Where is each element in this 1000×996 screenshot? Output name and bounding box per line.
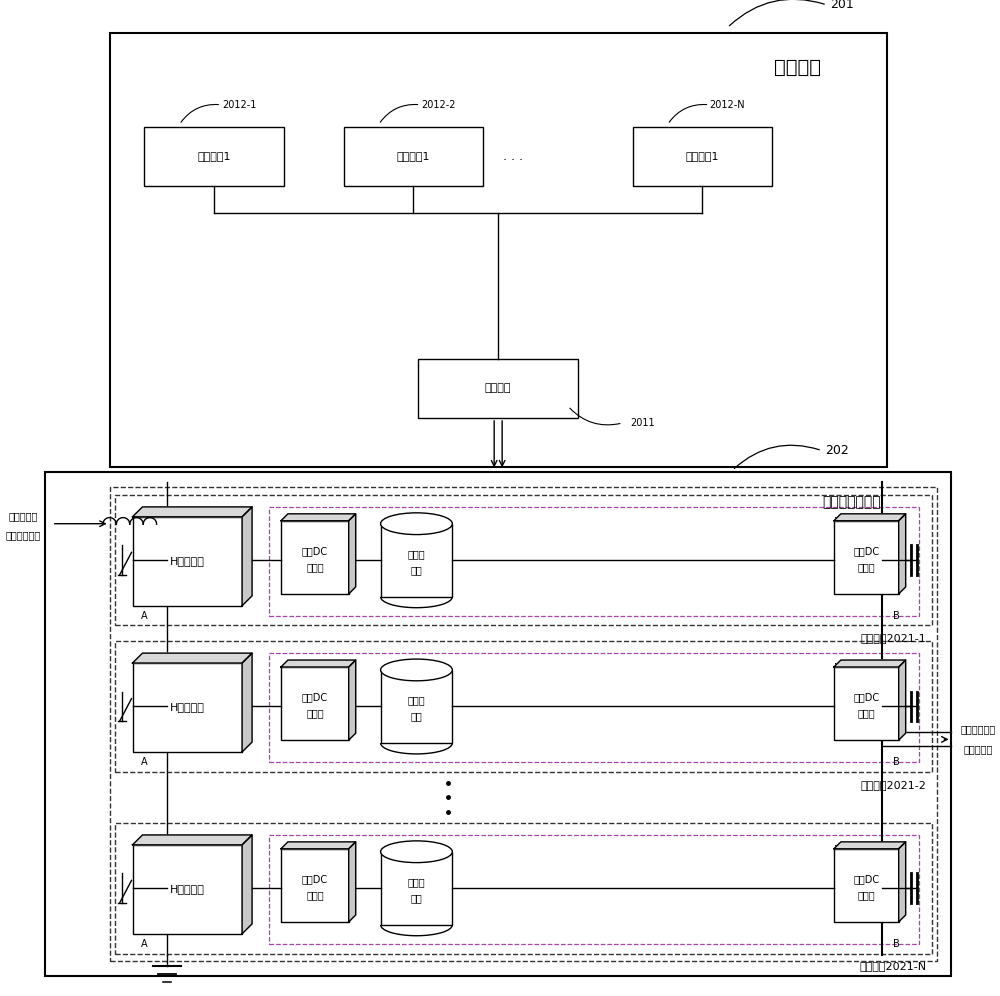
Text: 變換器: 變換器 bbox=[857, 562, 875, 572]
FancyBboxPatch shape bbox=[133, 845, 242, 934]
FancyBboxPatch shape bbox=[133, 517, 242, 606]
Text: 高頻變: 高頻變 bbox=[408, 695, 425, 705]
Text: 分控制器1: 分控制器1 bbox=[397, 151, 430, 161]
FancyBboxPatch shape bbox=[381, 852, 452, 925]
Text: 功率單元2021-2: 功率單元2021-2 bbox=[861, 780, 927, 790]
Text: 2012-N: 2012-N bbox=[710, 100, 745, 110]
Polygon shape bbox=[834, 660, 906, 667]
Polygon shape bbox=[133, 507, 252, 517]
Text: 第二DC: 第二DC bbox=[853, 692, 879, 702]
Polygon shape bbox=[133, 653, 252, 663]
Text: 高頻變: 高頻變 bbox=[408, 877, 425, 887]
FancyBboxPatch shape bbox=[110, 33, 887, 467]
Text: H橋變換器: H橋變換器 bbox=[170, 884, 205, 894]
Text: 分控制器1: 分控制器1 bbox=[686, 151, 719, 161]
Text: 第一DC: 第一DC bbox=[302, 547, 328, 557]
FancyBboxPatch shape bbox=[144, 126, 284, 186]
Text: 電力電子變壓: 電力電子變壓 bbox=[961, 724, 996, 734]
Text: DC/DC變換器: DC/DC變換器 bbox=[834, 844, 884, 854]
Ellipse shape bbox=[381, 513, 452, 535]
Polygon shape bbox=[281, 514, 356, 521]
Text: 變換器: 變換器 bbox=[306, 708, 324, 718]
Ellipse shape bbox=[381, 841, 452, 863]
FancyBboxPatch shape bbox=[344, 126, 483, 186]
Polygon shape bbox=[242, 835, 252, 934]
Text: 變換器: 變換器 bbox=[857, 890, 875, 900]
Text: 高頻變: 高頻變 bbox=[408, 550, 425, 560]
Text: 202: 202 bbox=[825, 444, 849, 457]
Text: 壓器的輸入端: 壓器的輸入端 bbox=[5, 531, 41, 541]
Text: 壓器: 壓器 bbox=[411, 565, 422, 575]
Polygon shape bbox=[899, 660, 906, 740]
Polygon shape bbox=[834, 842, 906, 849]
Text: B: B bbox=[893, 757, 900, 767]
Text: 電力電子變: 電力電子變 bbox=[8, 511, 38, 521]
Ellipse shape bbox=[381, 659, 452, 681]
Polygon shape bbox=[281, 660, 356, 667]
Polygon shape bbox=[242, 653, 252, 752]
Text: 2011: 2011 bbox=[630, 418, 655, 428]
FancyBboxPatch shape bbox=[133, 663, 242, 752]
Text: 變換器: 變換器 bbox=[306, 562, 324, 572]
Text: 第一DC: 第一DC bbox=[302, 692, 328, 702]
Text: A: A bbox=[141, 938, 148, 948]
Text: DC/DC變換器: DC/DC變換器 bbox=[834, 662, 884, 672]
Text: 變換器: 變換器 bbox=[306, 890, 324, 900]
Polygon shape bbox=[349, 660, 356, 740]
Text: B: B bbox=[893, 938, 900, 948]
Polygon shape bbox=[349, 514, 356, 594]
Text: 主控制器: 主控制器 bbox=[485, 383, 511, 393]
FancyBboxPatch shape bbox=[45, 472, 951, 976]
Text: 變換器: 變換器 bbox=[857, 708, 875, 718]
FancyBboxPatch shape bbox=[834, 667, 899, 740]
Text: H橋變換器: H橋變換器 bbox=[170, 702, 205, 712]
Text: A: A bbox=[141, 611, 148, 621]
Polygon shape bbox=[899, 514, 906, 594]
Text: 電力電子變壓器: 電力電子變壓器 bbox=[823, 495, 881, 509]
Text: 器的輸出端: 器的輸出端 bbox=[964, 744, 993, 754]
FancyBboxPatch shape bbox=[281, 667, 349, 740]
FancyBboxPatch shape bbox=[633, 126, 772, 186]
FancyBboxPatch shape bbox=[381, 670, 452, 743]
FancyBboxPatch shape bbox=[418, 359, 578, 418]
Text: 分控制器1: 分控制器1 bbox=[197, 151, 231, 161]
Text: DC/DC變換器: DC/DC變換器 bbox=[834, 516, 884, 526]
Text: A: A bbox=[141, 757, 148, 767]
FancyBboxPatch shape bbox=[281, 849, 349, 922]
FancyBboxPatch shape bbox=[834, 849, 899, 922]
Text: 2022: 2022 bbox=[181, 519, 206, 529]
Text: 第一DC: 第一DC bbox=[302, 874, 328, 884]
Polygon shape bbox=[281, 842, 356, 849]
Text: 第二DC: 第二DC bbox=[853, 874, 879, 884]
Text: 壓器: 壓器 bbox=[411, 893, 422, 903]
Text: B: B bbox=[893, 611, 900, 621]
Polygon shape bbox=[133, 835, 252, 845]
Text: 第二DC: 第二DC bbox=[853, 547, 879, 557]
Polygon shape bbox=[242, 507, 252, 606]
FancyBboxPatch shape bbox=[834, 521, 899, 594]
FancyBboxPatch shape bbox=[381, 524, 452, 597]
Text: 2012-2: 2012-2 bbox=[421, 100, 456, 110]
Text: 功率單元2021-1: 功率單元2021-1 bbox=[861, 633, 927, 643]
Polygon shape bbox=[349, 842, 356, 922]
Text: 功率單元2021-N: 功率單元2021-N bbox=[859, 961, 927, 971]
Text: 201: 201 bbox=[830, 0, 854, 12]
Polygon shape bbox=[834, 514, 906, 521]
Text: 控制單元: 控制單元 bbox=[774, 58, 821, 77]
Polygon shape bbox=[899, 842, 906, 922]
Text: . . .: . . . bbox=[503, 149, 523, 162]
FancyBboxPatch shape bbox=[281, 521, 349, 594]
Text: 壓器: 壓器 bbox=[411, 711, 422, 721]
Text: 2012-1: 2012-1 bbox=[222, 100, 256, 110]
Text: H橋變換器: H橋變換器 bbox=[170, 556, 205, 567]
